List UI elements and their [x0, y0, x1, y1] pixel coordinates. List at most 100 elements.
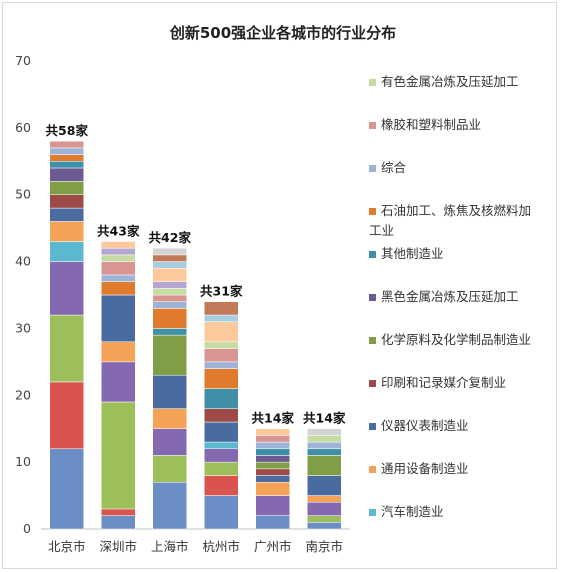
bar-segment — [307, 455, 342, 476]
bar-segment — [307, 448, 342, 456]
bar-segment — [307, 428, 342, 436]
bar-segment — [152, 455, 187, 483]
y-tick-label: 0 — [23, 521, 31, 536]
legend-item: 有色金属冶炼及压延加工 — [369, 74, 519, 89]
bar-segment — [204, 301, 239, 316]
legend-label: 通用设备制造业 — [381, 461, 469, 476]
legend-item: 印刷和记录媒介复制业 — [369, 375, 506, 390]
bar-segment — [204, 388, 239, 409]
stacked-bar-chart: 创新500强企业各城市的行业分布 0 10 20 30 40 50 60 70 北京市 深圳市 上海… — [15, 24, 531, 554]
bar-segment — [101, 341, 136, 363]
bar-segment — [204, 348, 239, 363]
total-label: 共31家 — [200, 284, 243, 299]
legend-item: 化学原料及化学制品制造业 — [369, 332, 531, 347]
bar-segment — [101, 254, 136, 262]
legend-label: 汽车制造业 — [381, 504, 444, 519]
bar-segment — [49, 194, 84, 209]
bar-segment — [49, 181, 84, 195]
bar-segment — [101, 515, 136, 530]
bar-segment — [204, 321, 239, 343]
bar-segment — [49, 161, 84, 169]
bar-segment — [49, 314, 84, 383]
bar-segment — [255, 515, 290, 530]
bar-segment — [204, 408, 239, 423]
legend-item: 综合 — [369, 160, 407, 175]
legend-swatch — [369, 423, 376, 430]
bar-segment — [255, 475, 290, 483]
legend-swatch — [369, 208, 376, 215]
legend-label: 有色金属冶炼及压延加工 — [381, 74, 519, 89]
bar-segment — [49, 261, 84, 316]
chart-title: 创新500强企业各城市的行业分布 — [169, 24, 396, 42]
bar-segment — [49, 167, 84, 182]
bar-segment — [152, 308, 187, 329]
legend-item: 仪器仪表制造业 — [369, 418, 469, 433]
bar-segment — [307, 441, 342, 450]
bar-segment — [255, 441, 290, 450]
bar-segment — [152, 247, 187, 256]
bar-segment — [255, 428, 290, 436]
bar-segment — [255, 495, 290, 516]
bar-segment — [307, 515, 342, 523]
legend-label: 仪器仪表制造业 — [381, 418, 469, 433]
legend-swatch — [369, 251, 376, 258]
legend-swatch — [369, 79, 376, 86]
legend-item: 汽车制造业 — [369, 504, 444, 519]
bar-segment — [152, 334, 187, 376]
bar-segment — [204, 475, 239, 496]
total-label: 共42家 — [149, 230, 192, 245]
bar-segment — [307, 475, 342, 496]
bar-segment — [101, 361, 136, 403]
bar-segment — [101, 261, 136, 276]
bar-segment — [152, 328, 187, 336]
x-tick-label: 杭州市 — [202, 539, 240, 554]
bar-segment — [101, 281, 136, 296]
bar-segment — [152, 281, 187, 289]
bar-segment — [307, 522, 342, 530]
bar-segment — [255, 468, 290, 476]
legend-label: 化学原料及化学制品制造业 — [381, 332, 531, 347]
legend-swatch — [369, 294, 376, 301]
legend-label: 石油加工、炼焦及核燃料加工业 — [369, 203, 531, 238]
x-tick-label: 上海市 — [151, 539, 189, 554]
bar-segment — [307, 502, 342, 516]
y-tick-label: 40 — [15, 254, 31, 269]
bar-segment — [255, 461, 290, 470]
bar-segment — [204, 421, 239, 443]
legend-swatch — [369, 122, 376, 129]
x-tick-label: 南京市 — [305, 539, 343, 554]
legend-swatch — [369, 509, 376, 516]
bar-segment — [204, 361, 239, 369]
legend-label: 综合 — [381, 160, 407, 175]
bar-segment — [255, 481, 290, 496]
bar-segment — [307, 435, 342, 443]
legend-swatch — [369, 466, 376, 473]
bar-segment — [255, 448, 290, 456]
bar-segment — [307, 495, 342, 503]
x-tick-label: 广州市 — [254, 539, 292, 554]
bar-segment — [101, 247, 136, 256]
bar-segment — [152, 261, 187, 269]
bar-segment — [101, 274, 136, 282]
bar-segment — [204, 461, 239, 476]
bar-segment — [101, 294, 136, 343]
bar-segment — [255, 435, 290, 443]
legend-item: 橡胶和塑料制品业 — [369, 117, 481, 132]
bar-segment — [49, 448, 84, 530]
bar-segment — [101, 241, 136, 249]
bar-segment — [152, 408, 187, 429]
bar-segment — [49, 241, 84, 262]
legend: 有色金属冶炼及压延加工橡胶和塑料制品业综合石油加工、炼焦及核燃料加工业其他制造业… — [369, 74, 531, 519]
bar-segment — [49, 381, 84, 450]
total-label: 共14家 — [252, 411, 295, 426]
bar-segment — [152, 254, 187, 262]
axes: 0 10 20 30 40 50 60 70 北京市 深圳市 上海市 杭州市 广州市 南京市 — [15, 53, 350, 554]
total-label: 共43家 — [97, 224, 140, 239]
y-tick-label: 20 — [15, 387, 31, 402]
bar-segment — [152, 268, 187, 282]
legend-item: 黑色金属冶炼及压延加工 — [369, 289, 519, 304]
bar-segment — [204, 448, 239, 463]
bar-segment — [152, 288, 187, 296]
y-tick-label: 50 — [15, 187, 31, 202]
